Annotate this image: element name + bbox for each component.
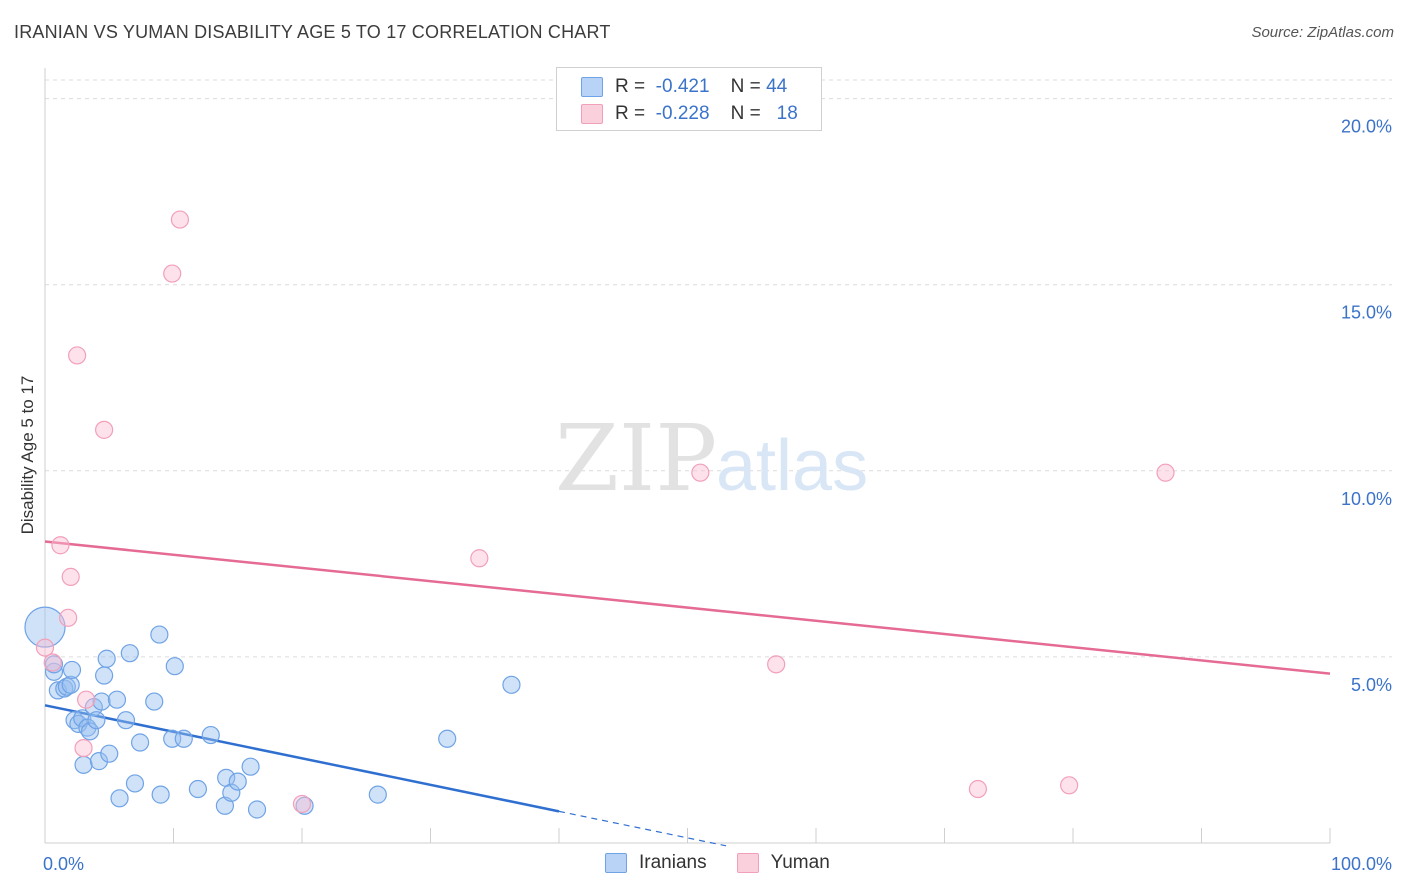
iranians-point (92, 692, 111, 711)
iranians-point (89, 752, 109, 771)
iranians-point (222, 783, 241, 802)
iranians-r-value: -0.421 (655, 76, 710, 97)
data-points (24, 210, 1175, 819)
yuman-point (470, 549, 489, 568)
source-label: Source: ZipAtlas.com (1251, 24, 1394, 41)
yuman-n-label: N = (730, 103, 761, 124)
yuman-point (59, 608, 78, 627)
legend-item-iranians: Iranians (605, 852, 707, 874)
yuman-point (74, 738, 93, 758)
yuman-point (61, 567, 80, 586)
yuman-point (691, 463, 710, 482)
yuman-point (77, 690, 96, 709)
y-tick-label: 5.0% (1351, 675, 1392, 695)
chart-title: IRANIAN VS YUMAN DISABILITY AGE 5 TO 17 … (14, 22, 611, 42)
yuman-legend-swatch (736, 853, 759, 873)
iranians-point (241, 757, 260, 776)
correlation-legend: R = -0.421 N = 44 R = -0.228 N = 18 (556, 67, 822, 131)
y-tick-label: 20.0% (1341, 117, 1392, 137)
iranians-point (95, 666, 114, 685)
iranians-n-value: 44 (766, 76, 788, 97)
iranians-legend-label: Iranians (639, 852, 707, 873)
iranians-point (107, 690, 127, 709)
iranians-trend-line (44, 704, 560, 813)
iranians-point (228, 772, 247, 791)
iranians-trend-extension (558, 810, 727, 847)
iranians-point (74, 755, 93, 774)
yuman-point (163, 264, 182, 283)
x-tick-label: 100.0% (1331, 854, 1392, 874)
yuman-trend-line (44, 540, 1331, 675)
iranians-point (100, 744, 119, 763)
iranians-legend-swatch (605, 853, 627, 873)
iranians-point (62, 660, 82, 680)
yuman-point (35, 638, 55, 657)
iranians-point (502, 675, 521, 694)
y-tick-label: 15.0% (1341, 303, 1392, 323)
y-tick-label: 10.0% (1341, 489, 1392, 509)
iranians-point (150, 625, 169, 644)
iranians-point (97, 649, 116, 668)
iranians-point (44, 662, 64, 681)
legend-row-yuman: R = -0.228 N = 18 (581, 102, 798, 126)
yuman-point (43, 653, 62, 672)
yuman-r-label: R = (615, 103, 646, 124)
x-tick-label: 0.0% (43, 854, 84, 874)
yuman-point (51, 536, 70, 555)
yuman-n-value: 18 (776, 103, 798, 124)
watermark-atlas: atlas (716, 426, 868, 506)
iranians-point (188, 779, 208, 799)
iranians-point (80, 722, 100, 741)
yuman-legend-label: Yuman (770, 852, 830, 873)
iranians-point (87, 711, 106, 730)
yuman-point (292, 794, 312, 814)
iranians-point (130, 733, 150, 752)
yuman-point (170, 210, 190, 229)
legend-row-iranians: R = -0.421 N = 44 (581, 75, 787, 99)
iranians-point (116, 711, 136, 730)
iranians-r-label: R = (615, 76, 646, 97)
yuman-point (1060, 776, 1079, 795)
gridlines (45, 79, 1392, 658)
tick-labels: 5.0% 10.0% 15.0% 20.0% 0.0% 100.0% (43, 117, 1392, 874)
iranians-point (24, 606, 66, 648)
yuman-point (767, 655, 786, 674)
iranians-point (145, 692, 164, 711)
iranians-point (125, 774, 145, 793)
iranians-point (295, 796, 314, 815)
yuman-point (1156, 463, 1175, 482)
iranians-swatch (581, 77, 603, 97)
iranians-point (61, 675, 80, 694)
iranians-point (247, 800, 267, 819)
iranians-point (151, 785, 170, 804)
iranians-point (201, 725, 220, 745)
trend-lines (44, 540, 1331, 847)
watermark-zip: ZIP (555, 405, 717, 512)
iranians-point (174, 729, 193, 748)
legend-item-yuman: Yuman (736, 852, 830, 874)
series-legend: Iranians Yuman (605, 852, 860, 874)
yuman-swatch (581, 104, 603, 124)
yuman-point (968, 779, 988, 799)
yuman-point (95, 420, 114, 439)
iranians-point (368, 785, 387, 804)
iranians-point (120, 644, 139, 663)
yuman-r-value: -0.228 (655, 103, 710, 124)
iranians-point (110, 789, 129, 808)
iranians-n-label: N = (730, 76, 761, 97)
axes (44, 68, 1331, 844)
yuman-point (68, 346, 87, 365)
iranians-point (438, 729, 457, 748)
iranians-point (165, 657, 184, 676)
